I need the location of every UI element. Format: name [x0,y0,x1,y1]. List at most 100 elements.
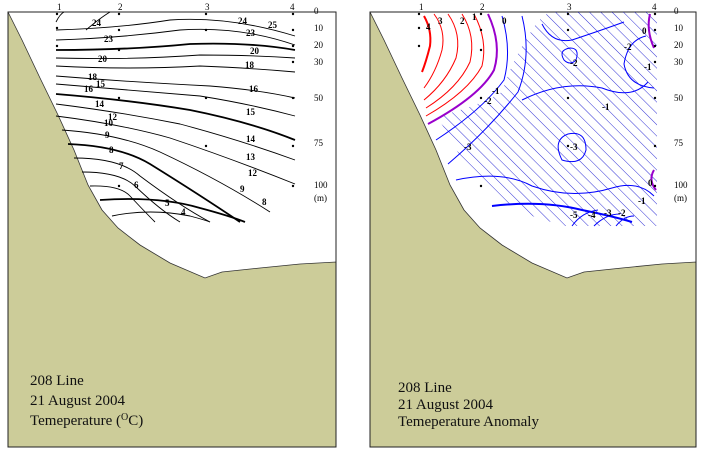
depth-label: 20 [314,40,324,50]
contour-label: 5 [165,198,170,208]
contour-label: -2 [618,208,626,218]
contour-label: 13 [246,152,256,162]
contour-label: -2 [570,58,578,68]
contour-label: 16 [249,84,259,94]
contour-label: 23 [104,34,114,44]
contour-label: -2 [484,96,492,106]
contour-label: 2 [460,16,465,26]
contour-labels: 4 3 2 1 0 -1 -2 -3 -2 -1 0 -3 -2 -1 0 -5… [426,12,653,220]
contour-label: -2 [624,42,632,52]
contour-label: 18 [245,60,255,70]
depth-label: (m) [314,193,327,203]
caption: 208 Line 21 August 2004 Temeperature (OC… [30,373,143,429]
depth-axis: 0 10 20 30 50 75 100 (m) [674,6,688,203]
caption-line-2: 21 August 2004 [398,397,494,413]
caption-line-3-prefix: Temeperature ( [30,413,121,429]
contour-labels: 24 23 20 18 16 15 14 12 10 9 8 7 6 5 4 2… [84,16,278,217]
contour-label: 18 [88,72,98,82]
depth-label: (m) [674,193,687,203]
zero-anomaly-contours [427,13,657,191]
contour-label: -1 [644,62,652,72]
station-label-3: 3 [205,2,210,12]
contour-label: -3 [570,142,578,152]
contour-label: 7 [119,161,124,171]
depth-label: 100 [674,180,688,190]
contour-label: 0 [648,178,653,188]
contour-label: 6 [134,180,139,190]
contour-label: 0 [502,16,507,26]
sample-points [417,12,657,188]
depth-label: 20 [674,40,684,50]
contour-label: -4 [588,210,596,220]
caption-line-1: 208 Line [398,380,452,396]
caption-line-3: Temeperature Anomaly [398,414,539,430]
station-label-3: 3 [567,2,572,12]
contour-label: 4 [181,207,186,217]
contour-label: 14 [95,99,105,109]
depth-label: 75 [314,138,324,148]
caption: 208 Line 21 August 2004 Temeperature Ano… [398,380,539,430]
contour-label: 24 [238,16,248,26]
caption-line-1: 208 Line [30,373,84,389]
contour-label: 12 [248,168,258,178]
station-label-1: 1 [419,2,424,12]
contour-label: 9 [105,130,110,140]
negative-anomaly-contours [435,15,655,227]
contour-label: 8 [262,197,267,207]
contour-label: 20 [98,54,108,64]
negative-anomaly-hatch [420,12,657,226]
temperature-anomaly-plot: 1 2 3 4 0 10 20 30 50 75 100 (m) [369,2,697,448]
contour-label: -1 [638,196,646,206]
contour-label: -3 [604,208,612,218]
sample-points [55,12,295,188]
contour-label: 23 [246,28,256,38]
temperature-contours [55,11,296,223]
contour-label: 10 [104,118,114,128]
depth-label: 0 [674,6,679,16]
contour-label: 12 [108,112,118,122]
frame [7,11,337,448]
contour-label: 9 [240,184,245,194]
depth-label: 10 [674,23,684,33]
depth-label: 0 [314,6,319,16]
depth-label: 75 [674,138,684,148]
contour-label: 8 [109,145,114,155]
depth-label: 30 [674,57,684,67]
depth-label: 50 [674,93,684,103]
temperature-section-plot: 1 2 3 4 0 10 20 30 50 75 100 (m) [7,2,337,448]
caption-line-3-sup: O [121,412,128,423]
temperature-anomaly-panel: 1 2 3 4 0 10 20 30 50 75 100 (m) [362,0,720,453]
caption-line-3-suffix: C) [128,413,143,429]
depth-label: 100 [314,180,328,190]
contour-label: 1 [472,12,477,22]
station-label-2: 2 [118,2,123,12]
contour-label: -3 [464,142,472,152]
positive-anomaly-contours [421,13,485,117]
temperature-section-panel: 1 2 3 4 0 10 20 30 50 75 100 (m) [0,0,360,453]
contour-label: 14 [246,134,256,144]
contour-label: -1 [602,102,610,112]
contour-label: 4 [426,22,431,32]
contour-label: -1 [492,86,500,96]
contour-label: 3 [438,16,443,26]
station-label-2: 2 [480,2,485,12]
contour-label: 25 [268,20,278,30]
depth-label: 50 [314,93,324,103]
frame [369,11,697,448]
station-label-4: 4 [290,2,295,12]
depth-label: 10 [314,23,324,33]
station-markers: 1 2 3 4 [419,2,657,12]
depth-label: 30 [314,57,324,67]
station-label-4: 4 [652,2,657,12]
depth-axis: 0 10 20 30 50 75 100 (m) [314,6,328,203]
caption-line-2: 21 August 2004 [30,393,126,409]
contour-label: 24 [92,18,102,28]
contour-label: 15 [96,79,106,89]
caption-line-3: Temeperature (OC) [30,412,143,429]
contour-label: 0 [642,26,647,36]
contour-label: 16 [84,84,94,94]
contour-label: -5 [570,210,578,220]
contour-label: 15 [246,107,256,117]
station-markers: 1 2 3 4 [57,2,295,12]
contour-label: 20 [250,46,260,56]
